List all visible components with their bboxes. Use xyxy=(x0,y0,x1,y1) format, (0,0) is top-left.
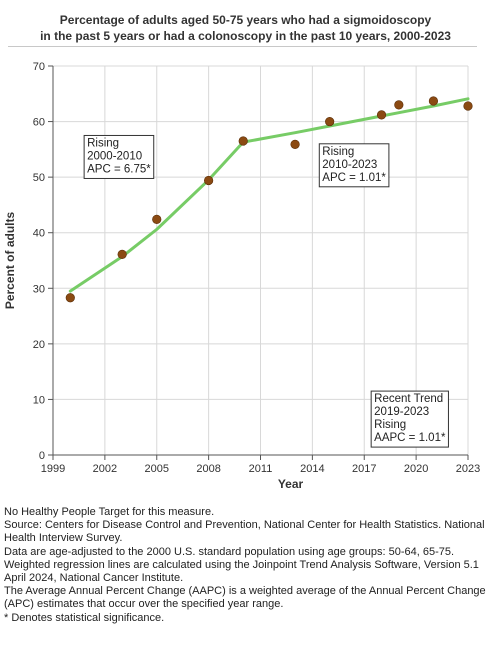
annotation-border xyxy=(318,143,390,188)
title-divider xyxy=(8,46,477,47)
data-point xyxy=(204,175,214,186)
x-tick-label: 2020 xyxy=(404,463,428,475)
y-tick-label: 40 xyxy=(33,228,45,240)
annotation-text: 2010-2023 xyxy=(322,159,377,171)
annotation-text: APC = 6.75* xyxy=(87,163,151,175)
y-tick-label: 0 xyxy=(39,450,45,462)
y-tick-label: 50 xyxy=(33,172,45,184)
x-tick-label: 2017 xyxy=(352,463,376,475)
annotation-text: Recent Trend xyxy=(374,393,443,405)
annotation-text: APC = 1.01* xyxy=(322,172,386,184)
x-tick-label: 1999 xyxy=(41,463,65,475)
data-point xyxy=(428,96,439,106)
trend-line xyxy=(68,140,245,293)
x-tick-label: 2011 xyxy=(249,463,273,475)
chart-title-line-1: Percentage of adults aged 50-75 years wh… xyxy=(59,13,432,27)
y-axis-label: Percent of adults xyxy=(3,212,17,310)
annotation-text: Rising xyxy=(87,137,119,149)
note-line: No Healthy People Target for this measur… xyxy=(4,506,215,518)
data-point xyxy=(117,249,127,259)
x-tick-label: 2008 xyxy=(196,463,220,475)
x-tick-label: 2023 xyxy=(456,463,480,475)
annotation-border xyxy=(83,134,155,179)
data-point xyxy=(463,101,473,111)
annotation-border xyxy=(370,390,449,448)
data-point xyxy=(394,100,404,110)
note-line: Weighted regression lines are calculated… xyxy=(4,558,479,585)
line-chart: 0 10 20 30 40 50 60 70 1999 2002 2005 2008 2011 2014 2… xyxy=(3,61,480,491)
data-point xyxy=(65,293,75,303)
note-line: Source: Centers for Disease Control and … xyxy=(4,519,485,545)
note-line: Data are age-adjusted to the 2000 U.S. s… xyxy=(4,545,455,558)
chart-title: Percentage of adults aged 50-75 years wh… xyxy=(20,12,471,44)
annotation-text: Rising xyxy=(322,146,354,158)
data-point xyxy=(152,214,162,224)
annotation-text: Rising xyxy=(374,419,406,431)
chart-title-line-2: in the past 5 years or had a colonoscopy… xyxy=(40,29,451,43)
y-tick-label: 10 xyxy=(33,394,45,406)
annotation-text: 2000-2010 xyxy=(87,150,142,162)
note-line: * Denotes statistical significance. xyxy=(4,611,165,624)
x-tick-label: 2014 xyxy=(300,463,324,475)
chart-notes: No Healthy People Target for this measur… xyxy=(4,506,489,625)
annotation-text: AAPC = 1.01* xyxy=(374,432,446,444)
y-tick-label: 60 xyxy=(33,117,45,129)
data-point xyxy=(290,139,300,149)
x-tick-label: 2002 xyxy=(93,463,117,475)
y-tick-label: 70 xyxy=(33,61,45,73)
data-point xyxy=(325,116,335,127)
y-tick-label: 20 xyxy=(33,339,45,351)
x-tick-label: 2005 xyxy=(145,463,169,475)
note-line: The Average Annual Percent Change (AAPC)… xyxy=(4,585,486,611)
data-point xyxy=(238,136,248,146)
x-axis-label: Year xyxy=(278,477,304,491)
annotation-text: 2019-2023 xyxy=(374,406,429,418)
data-point xyxy=(376,110,387,120)
y-tick-label: 30 xyxy=(33,283,45,295)
